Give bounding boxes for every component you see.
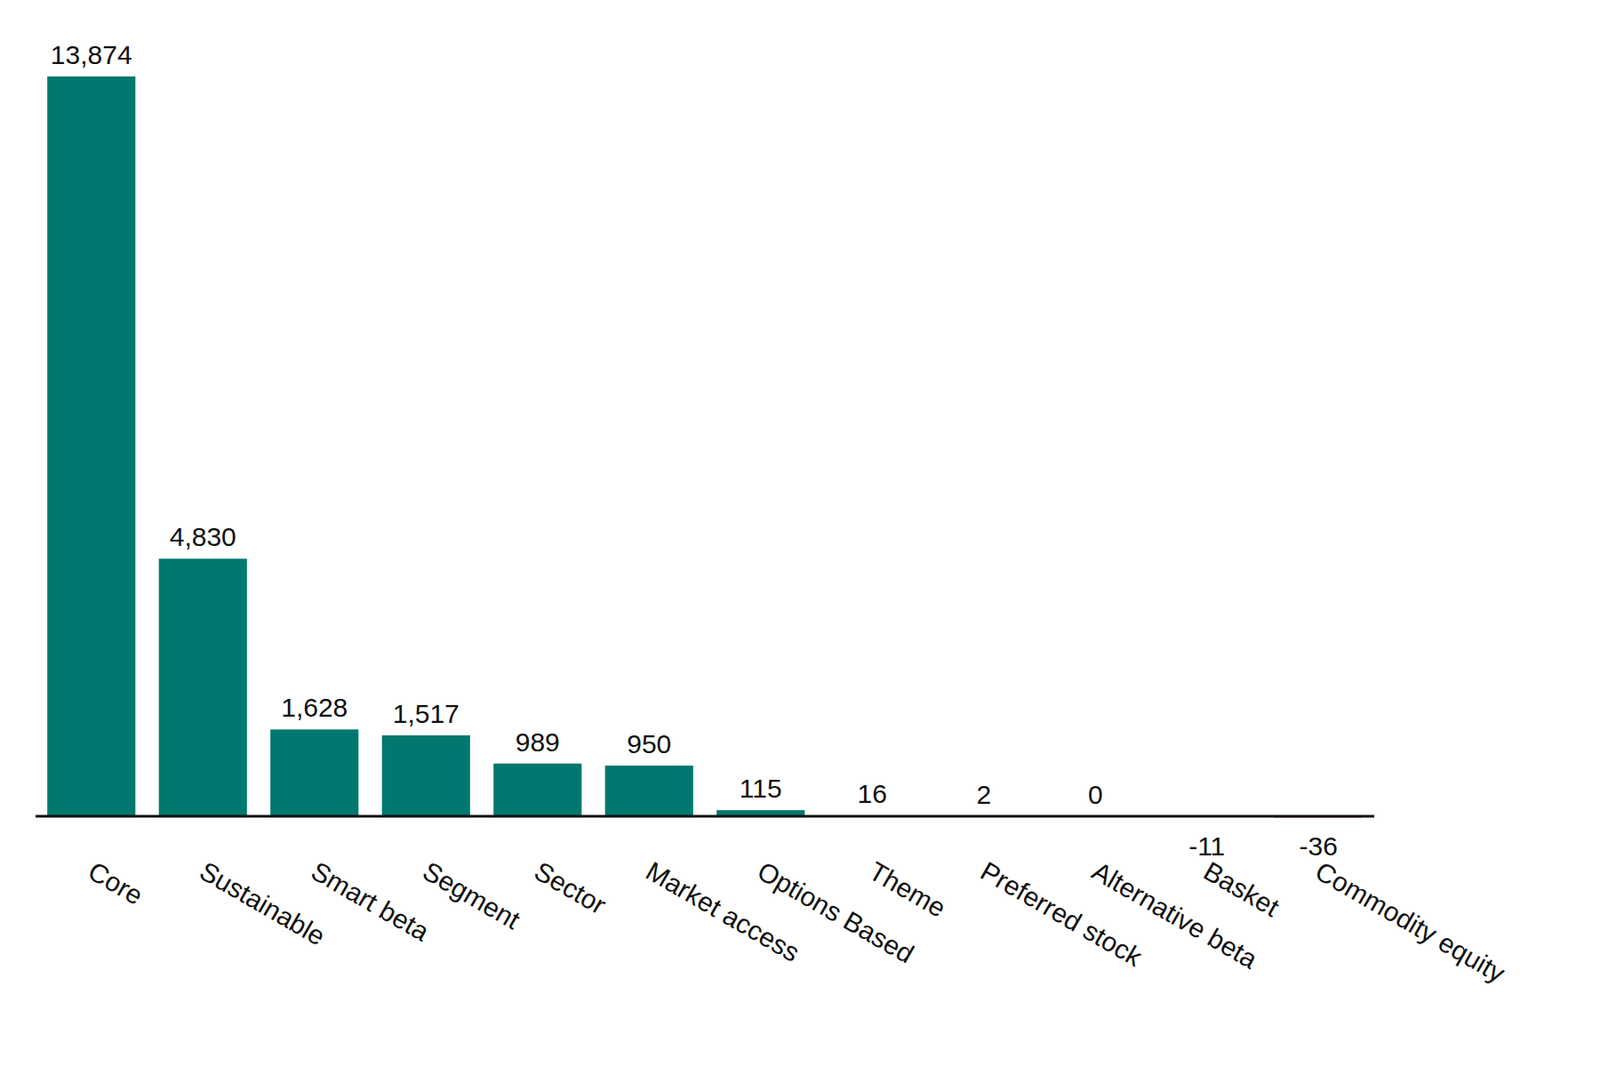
category-label: Core (83, 856, 149, 911)
category-label: Segment (417, 856, 526, 936)
category-label: Sector (529, 856, 612, 920)
category-label: Commodity equity (1310, 856, 1510, 989)
bar (493, 763, 582, 816)
data-label: 4,830 (169, 521, 237, 552)
data-label: 2 (976, 779, 992, 809)
data-label: 1,628 (280, 692, 348, 722)
chart-svg: 13,874 Core 4,830 Sustainable 1,628 Smart bet… (0, 0, 1600, 1067)
data-label: -36 (1299, 831, 1338, 861)
data-label: 16 (857, 778, 888, 808)
bars (47, 76, 1363, 818)
data-label: 1,517 (392, 698, 460, 728)
category-label: Sustainable (194, 856, 330, 952)
labels: 13,874 Core 4,830 Sustainable 1,628 Smart bet… (50, 40, 1511, 988)
category-label: Smart beta (306, 856, 435, 947)
category-label: Basket (1199, 856, 1286, 923)
data-label: -11 (1188, 831, 1225, 861)
data-label: 13,874 (50, 40, 133, 70)
data-label: 989 (515, 727, 560, 757)
data-label: 950 (626, 728, 672, 759)
data-label: 115 (739, 773, 783, 803)
chart-container: 13,874 Core 4,830 Sustainable 1,628 Smart bet… (0, 0, 1600, 1067)
category-label: Theme (864, 856, 951, 923)
bar (159, 558, 248, 816)
bar (47, 76, 136, 816)
baseline (35, 815, 1375, 818)
data-label: 0 (1088, 779, 1104, 809)
bar (382, 735, 471, 816)
bar (270, 728, 359, 816)
bar (605, 765, 694, 816)
